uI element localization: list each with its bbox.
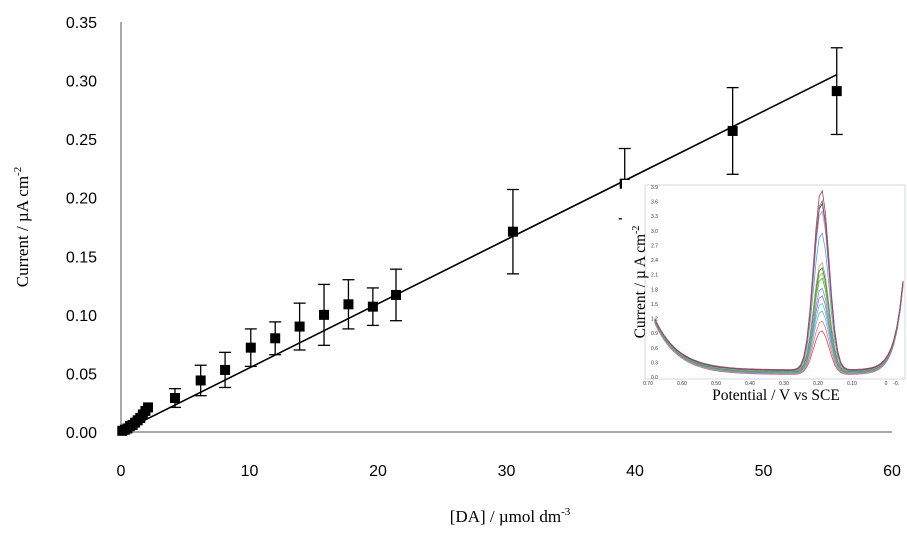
- y-tick-label-6: 0.30: [66, 74, 97, 91]
- inset-y-tick-label-6: 1.8: [651, 287, 658, 293]
- inset-plot-area: [644, 184, 906, 380]
- inset-x-tick-label-3: 0.40: [745, 381, 755, 387]
- x-tick-label-5: 50: [755, 463, 773, 480]
- data-point-17: [319, 309, 330, 320]
- y-tick-label-7: 0.35: [66, 15, 97, 32]
- data-point-14: [245, 342, 256, 353]
- inset-x-tick-label-8: -0.: [893, 381, 899, 387]
- y-tick-labels: 0.00 0.05 0.10 0.15 0.20 0.25 0.30 0.35: [66, 15, 97, 442]
- y-tick-label-3: 0.15: [66, 249, 97, 266]
- inset-y-tick-label-2: 0.6: [651, 346, 658, 352]
- inset-x-tick-label-7: 0: [885, 381, 888, 387]
- inset-x-tick-labels: 0.70 0.60 0.50 0.40 0.30 0.20 0.10 0 -0.: [643, 381, 899, 387]
- inset-y-axis-title-text: Current / µ A cm: [632, 234, 649, 339]
- inset-y-tick-label-12: 3.6: [651, 200, 658, 206]
- data-point-12: [195, 375, 206, 386]
- x-tick-label-4: 40: [626, 463, 644, 480]
- y-tick-label-1: 0.05: [66, 366, 97, 383]
- data-point-15: [270, 333, 281, 344]
- x-tick-label-1: 10: [241, 463, 259, 480]
- inset-chart: 0.00.30.60.91.21.51.82.12.42.73.03.33.63…: [622, 180, 907, 408]
- inset-x-tick-label-2: 0.50: [711, 381, 721, 387]
- inset-y-tick-label-10: 3.0: [651, 229, 658, 235]
- inset-y-tick-label-11: 3.3: [651, 214, 658, 220]
- y-tick-label-5: 0.25: [66, 132, 97, 149]
- inset-x-tick-label-6: 0.10: [847, 381, 857, 387]
- y-tick-label-4: 0.20: [66, 191, 97, 208]
- inset-x-axis-title: Potential / V vs SCE: [712, 387, 840, 404]
- inset-y-axis-title-exponent: -2: [631, 226, 642, 234]
- inset-y-tick-label-8: 2.4: [651, 258, 658, 264]
- data-point-10: [142, 402, 153, 413]
- data-point-24: [831, 86, 842, 97]
- inset-voltammograms: [654, 189, 904, 375]
- inset-y-tick-label-5: 1.5: [651, 302, 658, 308]
- inset-y-tick-labels: 0.00.30.60.91.21.51.82.12.42.73.03.33.63…: [651, 185, 658, 381]
- data-point-21: [507, 226, 518, 237]
- inset-voltammogram-14: [654, 189, 904, 370]
- inset-x-tick-label-4: 0.30: [779, 381, 789, 387]
- x-axis-title-text: [DA] / µmol dm: [450, 507, 561, 526]
- data-point-18: [343, 299, 354, 310]
- x-axis-title-exponent: -3: [561, 506, 571, 518]
- fit-line: [120, 73, 838, 433]
- inset-y-tick-label-13: 3.9: [651, 185, 658, 191]
- x-tick-label-3: 30: [498, 463, 516, 480]
- inset-y-tick-label-9: 2.7: [651, 243, 658, 249]
- inset-y-tick-label-0: 0.0: [651, 375, 658, 381]
- inset-y-tick-label-7: 2.1: [651, 273, 658, 279]
- inset-x-tick-label-0: 0.70: [643, 381, 653, 387]
- x-tick-label-2: 20: [369, 463, 387, 480]
- y-tick-label-2: 0.10: [66, 308, 97, 325]
- data-point-16: [294, 321, 305, 332]
- x-axis-title: [DA] / µmol dm-3: [450, 506, 571, 526]
- data-point-23: [727, 125, 738, 136]
- data-point-19: [367, 301, 378, 312]
- y-tick-label-0: 0.00: [66, 425, 97, 442]
- data-point-13: [220, 364, 231, 375]
- inset-y-axis-title: Current / µ A cm-2: [631, 226, 649, 339]
- fit-line-group: [120, 73, 838, 433]
- x-tick-labels: 0 10 20 30 40 50 60: [117, 463, 901, 480]
- x-tick-label-6: 60: [883, 463, 901, 480]
- inset-x-tick-label-1: 0.60: [677, 381, 687, 387]
- data-points: [117, 86, 842, 436]
- inset-y-tick-label-3: 0.9: [651, 331, 658, 337]
- inset-y-tick-label-1: 0.3: [651, 360, 658, 366]
- y-axis-title: Current / µA cm-2: [12, 167, 32, 287]
- x-tick-label-0: 0: [117, 463, 126, 480]
- data-point-11: [169, 393, 180, 404]
- y-axis-title-text: Current / µA cm: [13, 176, 32, 287]
- y-axis-title-exponent: -2: [12, 167, 24, 176]
- data-point-20: [390, 289, 401, 300]
- inset-x-tick-label-5: 0.20: [813, 381, 823, 387]
